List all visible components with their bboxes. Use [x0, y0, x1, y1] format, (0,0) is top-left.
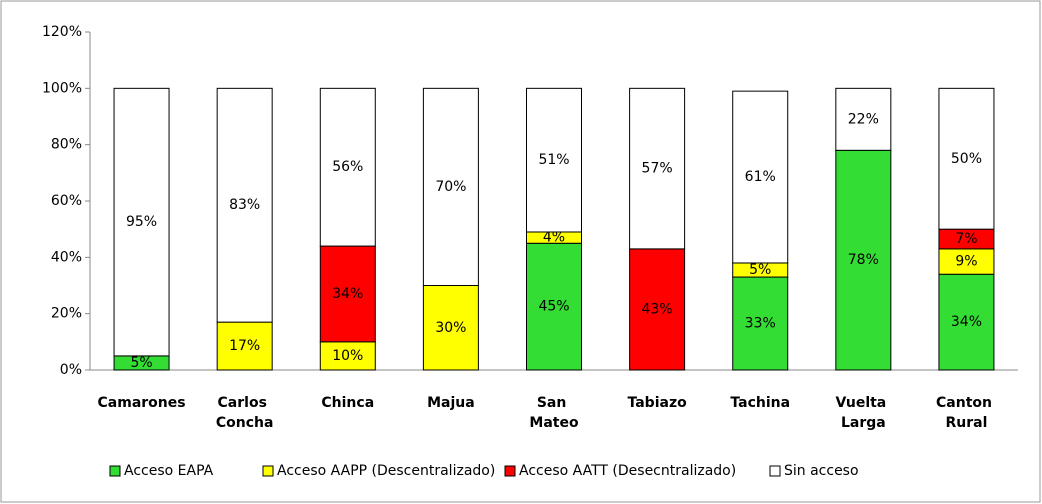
- data-label: 5%: [130, 355, 152, 371]
- data-label: 33%: [745, 316, 776, 332]
- data-label: 45%: [538, 299, 569, 315]
- data-label: 83%: [229, 197, 260, 213]
- x-tick-label: Majua: [427, 395, 475, 411]
- x-tick-label: Camarones: [98, 395, 186, 411]
- bar-segment: [526, 87, 582, 233]
- data-label: 43%: [642, 301, 673, 317]
- legend-swatch: [262, 465, 274, 477]
- x-tick-label: Carlos Concha: [216, 395, 274, 431]
- y-tick-label: 40%: [51, 249, 82, 265]
- data-label: 70%: [435, 179, 466, 195]
- x-tick-label: Canton Rural: [936, 395, 997, 431]
- data-label: 56%: [332, 159, 363, 175]
- bar-segment: [835, 87, 892, 151]
- data-label: 57%: [642, 161, 673, 177]
- bar-segment: [629, 248, 686, 371]
- bar-segment: [938, 87, 995, 230]
- x-tick-label: Chinca: [321, 395, 374, 411]
- data-label: 5%: [749, 262, 771, 278]
- bar-segment: [422, 285, 479, 371]
- bar-segment: [732, 276, 789, 371]
- y-tick-label: 20%: [51, 306, 82, 322]
- x-tick-label: Tabiazo: [627, 395, 687, 411]
- bar-segment: [422, 87, 479, 287]
- data-label: 7%: [955, 231, 977, 247]
- data-label: 17%: [229, 338, 260, 354]
- bar-segment: [216, 321, 273, 371]
- y-tick-label: 100%: [42, 80, 82, 96]
- data-label: 9%: [955, 254, 977, 270]
- bar-segment: [216, 87, 273, 323]
- data-label: 51%: [538, 152, 569, 168]
- bar-segment: [526, 242, 582, 371]
- y-tick-label: 120%: [42, 24, 82, 40]
- data-label: 34%: [951, 314, 982, 330]
- legend-label: Acceso AAPP (Descentralizado): [277, 463, 495, 479]
- x-tick-label: San Mateo: [529, 395, 579, 431]
- legend-label: Acceso AATT (Desecntralizado): [519, 463, 736, 479]
- bar-segment: [319, 87, 376, 247]
- legend-swatch: [109, 465, 121, 477]
- bar-segment: [938, 273, 995, 371]
- data-label: 4%: [543, 230, 565, 246]
- legend-label: Sin acceso: [784, 463, 859, 479]
- data-label: 10%: [332, 348, 363, 364]
- y-tick-label: 80%: [51, 137, 82, 153]
- data-label: 61%: [745, 169, 776, 185]
- legend-swatch: [769, 465, 781, 477]
- x-tick-label: Tachina: [730, 395, 790, 411]
- data-label: 34%: [332, 286, 363, 302]
- data-label: 30%: [435, 320, 466, 336]
- bar-segment: [732, 90, 789, 264]
- bar-segment: [835, 149, 892, 371]
- y-tick-label: 0%: [60, 362, 82, 378]
- y-tick-label: 60%: [51, 193, 82, 209]
- legend-label: Acceso EAPA: [124, 463, 214, 479]
- data-label: 50%: [951, 151, 982, 167]
- data-label: 22%: [848, 111, 879, 127]
- data-label: 95%: [126, 214, 157, 230]
- bar-segment: [113, 87, 170, 357]
- data-label: 78%: [848, 252, 879, 268]
- bar-segment: [629, 87, 686, 250]
- x-tick-label: Vuelta Larga: [836, 395, 892, 431]
- legend-swatch: [504, 465, 516, 477]
